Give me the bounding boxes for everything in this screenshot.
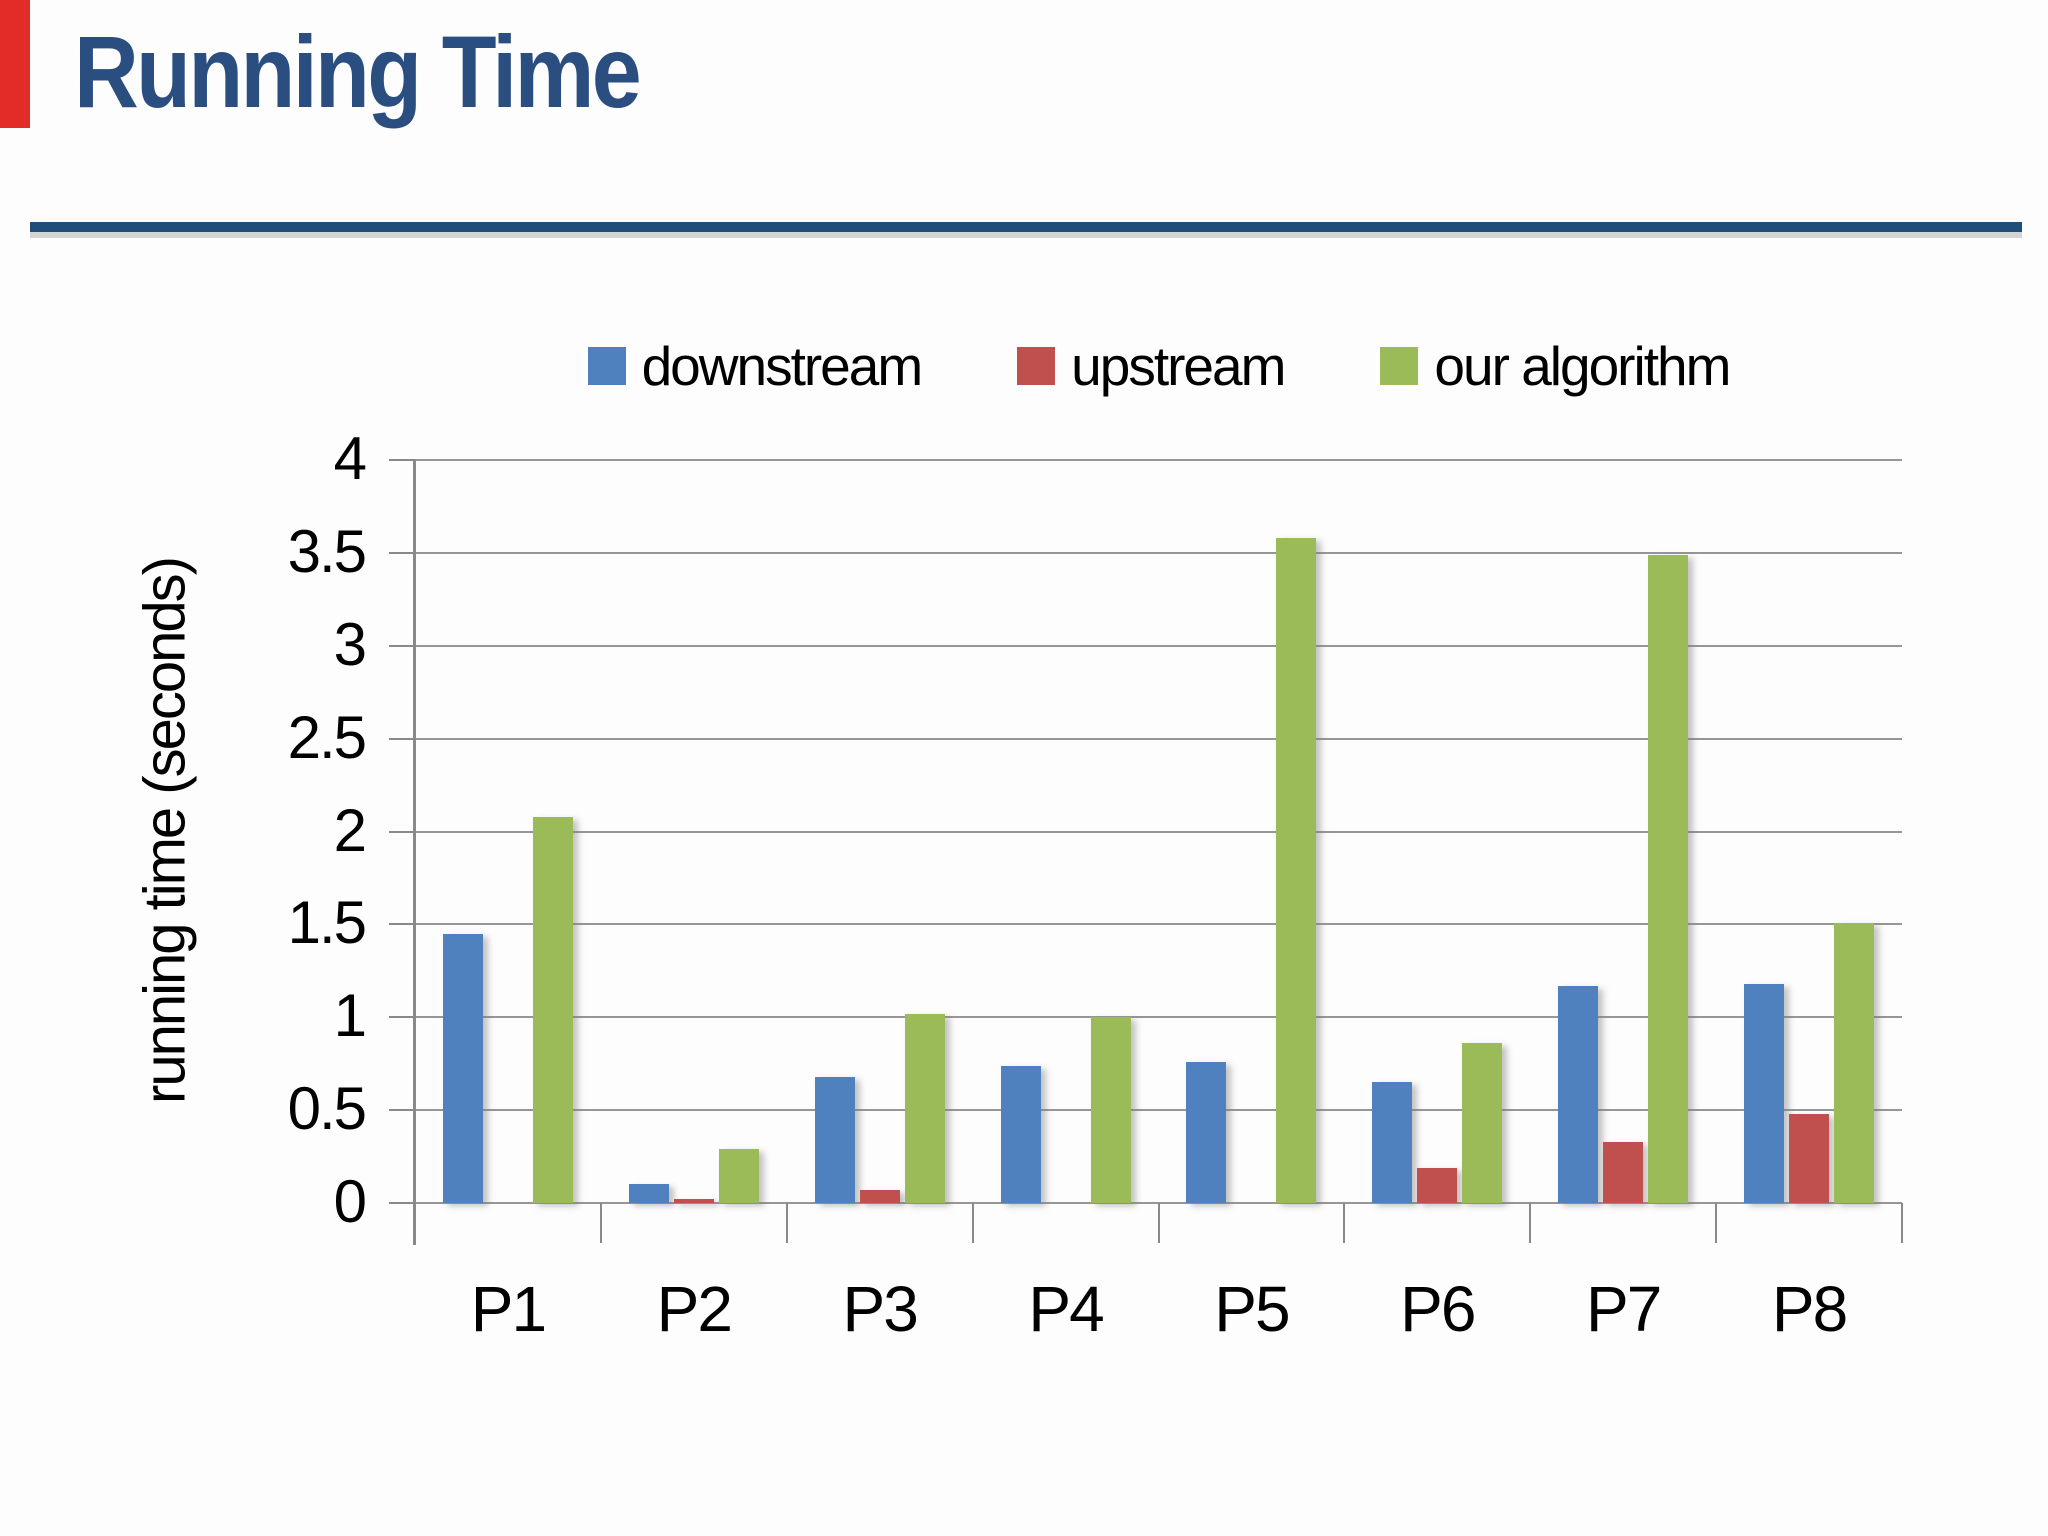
x-axis-tick — [1529, 1203, 1532, 1243]
gridline-1 — [415, 1016, 1902, 1019]
y-axis-tick — [389, 459, 415, 461]
legend-swatch-icon — [587, 347, 626, 385]
y-tick-label: 4 — [333, 425, 367, 492]
y-axis-tick — [389, 923, 415, 926]
y-tick-label: 3 — [333, 610, 367, 678]
bar-upstream-P6 — [1417, 1167, 1458, 1203]
x-label-P7: P7 — [1586, 1273, 1662, 1345]
legend-swatch-icon — [1017, 347, 1056, 385]
y-axis-tick — [389, 1016, 415, 1019]
bar-downstream-P5 — [1186, 1061, 1227, 1203]
y-axis-tick — [389, 830, 415, 833]
legend-item-downstream: downstream — [587, 334, 924, 398]
bar-upstream-P7 — [1603, 1141, 1644, 1203]
legend-label: upstream — [1071, 335, 1286, 397]
legend-item-upstream: upstream — [1017, 334, 1286, 398]
bar-downstream-P3 — [814, 1076, 855, 1203]
legend-item-our-algorithm: our algorithm — [1380, 334, 1731, 398]
bar-downstream-P1 — [442, 933, 483, 1203]
bar-our-algorithm-P4 — [1090, 1017, 1131, 1203]
gridline-1.5 — [415, 923, 1902, 926]
bar-our-algorithm-P1 — [532, 816, 573, 1203]
bar-downstream-P7 — [1558, 985, 1599, 1203]
y-axis-tick — [389, 644, 415, 647]
bar-our-algorithm-P3 — [904, 1013, 945, 1203]
x-axis-tick — [1715, 1203, 1718, 1243]
bar-downstream-P2 — [628, 1184, 669, 1203]
x-label-P3: P3 — [842, 1273, 919, 1345]
gridline-0.5 — [415, 1109, 1902, 1112]
gridline-3.5 — [415, 551, 1902, 554]
y-axis-line — [413, 460, 416, 1245]
chart-legend: downstream upstream our algorithm — [415, 334, 1902, 398]
x-axis-tick — [599, 1203, 602, 1243]
y-axis-tick — [389, 551, 415, 554]
x-axis-tick — [1901, 1203, 1903, 1243]
bar-upstream-P2 — [673, 1199, 714, 1203]
y-axis-tick — [389, 1202, 415, 1204]
x-axis-tick — [1343, 1203, 1346, 1243]
bar-upstream-P8 — [1789, 1113, 1830, 1203]
x-axis-tick — [971, 1203, 974, 1243]
bar-our-algorithm-P8 — [1834, 922, 1875, 1203]
gridline-3 — [415, 644, 1902, 647]
gridline-2.5 — [415, 737, 1902, 740]
y-tick-label: 1 — [333, 982, 367, 1050]
x-axis-tick — [785, 1203, 788, 1243]
y-tick-label: 0 — [333, 1168, 367, 1235]
page-title: Running Time — [74, 15, 642, 129]
top-left-red-strip — [0, 0, 30, 128]
y-axis-tick — [389, 737, 415, 740]
x-axis-tick — [1157, 1203, 1160, 1243]
y-tick-label: 0.5 — [287, 1075, 367, 1143]
gridline-2 — [415, 830, 1902, 833]
x-label-P8: P8 — [1771, 1273, 1848, 1345]
x-label-P6: P6 — [1400, 1273, 1476, 1345]
x-label-P2: P2 — [656, 1273, 733, 1345]
bar-our-algorithm-P6 — [1462, 1043, 1503, 1203]
x-label-P4: P4 — [1028, 1273, 1104, 1345]
bar-downstream-P4 — [1000, 1065, 1041, 1203]
bar-our-algorithm-P2 — [718, 1149, 759, 1203]
legend-swatch-icon — [1380, 347, 1419, 385]
x-label-P5: P5 — [1214, 1273, 1290, 1345]
title-divider — [30, 222, 2022, 232]
gridline-4 — [415, 459, 1902, 461]
bar-downstream-P6 — [1372, 1082, 1413, 1203]
y-tick-label: 2 — [333, 796, 367, 864]
bar-our-algorithm-P5 — [1276, 538, 1317, 1203]
legend-label: our algorithm — [1434, 335, 1731, 397]
x-label-P1: P1 — [470, 1273, 547, 1345]
plot-area: 4 3.5 3 2.5 2 1.5 1 0.5 0 P1 P2 P3 P4 P5 P6 P7 P8 — [288, 425, 1903, 1345]
bar-downstream-P8 — [1744, 983, 1785, 1203]
bar-our-algorithm-P7 — [1648, 554, 1689, 1203]
y-tick-label: 2.5 — [287, 703, 367, 771]
legend-label: downstream — [641, 335, 924, 397]
bar-upstream-P3 — [859, 1190, 900, 1203]
y-axis-tick — [389, 1109, 415, 1112]
y-tick-label: 1.5 — [287, 889, 367, 957]
y-tick-label: 3.5 — [287, 517, 367, 585]
